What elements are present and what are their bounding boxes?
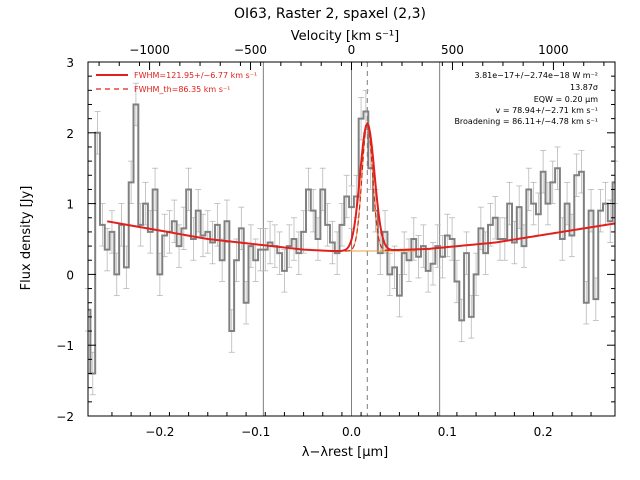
top-tick-label: 1000 — [538, 43, 569, 57]
x-tick-label: 0.1 — [438, 425, 457, 439]
top-axis-label: Velocity [km s⁻¹] — [291, 29, 399, 44]
chart-title: OI63, Raster 2, spaxel (2,3) — [234, 6, 426, 22]
y-tick-label: 0 — [66, 268, 74, 282]
fit-annotations: 3.81e−17+/−2.74e−18 W m⁻² 13.87σ EQW = 0… — [454, 71, 598, 126]
axes: −0.2 −0.1 0.0 0.1 0.2 −1000 −500 0 500 1000 −2 −1 0 1… — [56, 43, 616, 439]
legend-label-fit: FWHM=121.95+/−6.77 km s⁻¹ — [134, 71, 257, 80]
annotation-velocity: v = 78.94+/−2.71 km s⁻¹ — [496, 106, 598, 115]
x-tick-label: 0.0 — [342, 425, 361, 439]
y-axis-label: Flux density [Jy] — [19, 186, 34, 291]
x-axis-label: λ−λrest [μm] — [302, 445, 388, 460]
x-tick-label: −0.1 — [241, 425, 270, 439]
x-tick-label: −0.2 — [145, 425, 174, 439]
legend: FWHM=121.95+/−6.77 km s⁻¹ FWHM_th=86.35 … — [96, 71, 257, 94]
y-tick-label: −2 — [56, 410, 74, 424]
x-tick-label: 0.2 — [534, 425, 553, 439]
annotation-flux: 3.81e−17+/−2.74e−18 W m⁻² — [474, 71, 598, 80]
top-tick-label: −500 — [234, 43, 267, 57]
fit-series — [106, 121, 615, 253]
legend-label-fit-thermal: FWHM_th=86.35 km s⁻¹ — [134, 85, 230, 94]
y-tick-label: 2 — [66, 127, 74, 141]
annotation-eqw: EQW = 0.20 μm — [534, 95, 598, 104]
y-tick-label: 3 — [66, 56, 74, 70]
y-tick-label: −1 — [56, 339, 74, 353]
annotation-sigma: 13.87σ — [570, 83, 598, 92]
top-tick-label: 0 — [348, 43, 356, 57]
data-series-line — [88, 103, 615, 375]
top-tick-label: −1000 — [129, 43, 170, 57]
top-tick-label: 500 — [441, 43, 464, 57]
fit-line — [106, 121, 615, 253]
component-gaussian — [319, 122, 415, 252]
y-tick-label: 1 — [66, 198, 74, 212]
annotation-broadening: Broadening = 86.11+/−4.78 km s⁻¹ — [454, 117, 598, 126]
